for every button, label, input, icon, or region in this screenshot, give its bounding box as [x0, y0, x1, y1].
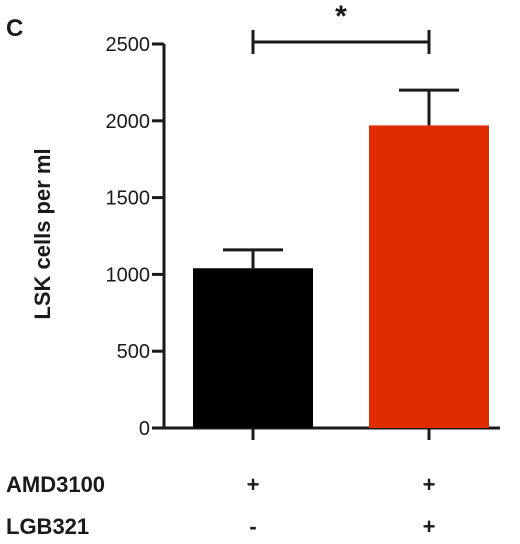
condition-label: AMD3100 — [6, 472, 105, 497]
y-axis-label: LSK cells per ml — [30, 148, 55, 319]
y-tick-label: 2500 — [106, 34, 151, 56]
bar-1 — [193, 268, 313, 428]
y-tick-label: 500 — [117, 341, 150, 363]
bar-2 — [369, 125, 489, 429]
condition-value: + — [423, 472, 436, 497]
y-tick-label: 2000 — [106, 111, 151, 133]
significance-label: * — [335, 0, 347, 33]
y-tick-label: 1500 — [106, 188, 151, 210]
bars — [193, 88, 489, 429]
significance-bracket: * — [251, 0, 431, 54]
condition-value: + — [423, 514, 436, 539]
condition-label: LGB321 — [6, 514, 89, 539]
panel-label: C — [6, 15, 23, 42]
condition-value: - — [249, 514, 256, 539]
condition-table: AMD3100 + + LGB321 - + — [6, 472, 435, 539]
axes: 0 500 1000 1500 2000 2500 — [106, 34, 500, 440]
condition-value: + — [247, 472, 260, 497]
y-tick-label: 1000 — [106, 264, 151, 286]
y-tick-label: 0 — [139, 418, 150, 440]
